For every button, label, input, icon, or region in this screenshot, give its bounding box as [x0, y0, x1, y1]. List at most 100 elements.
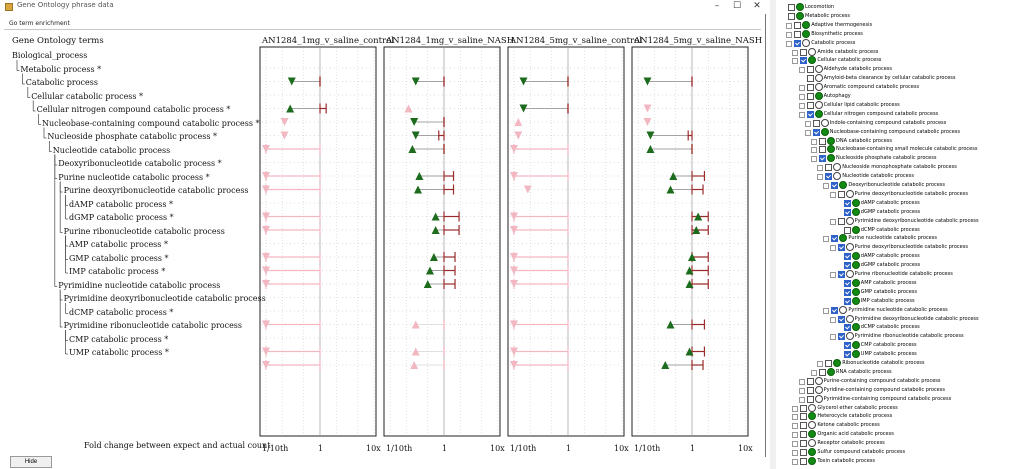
tree-checkbox[interactable] — [831, 306, 839, 314]
tree-node[interactable]: Catabolic process — [776, 38, 1017, 48]
tree-scrollbar[interactable] — [770, 0, 776, 469]
tree-checkbox[interactable] — [806, 386, 814, 394]
tree-checkbox[interactable] — [806, 75, 814, 83]
tree-node[interactable]: Pyridine-containing compound catabolic p… — [776, 385, 1017, 395]
collapse-icon[interactable] — [829, 316, 836, 323]
tree-checkbox[interactable] — [800, 431, 808, 439]
expand-icon[interactable] — [792, 432, 799, 439]
expand-icon[interactable] — [798, 67, 805, 74]
tree-checkbox[interactable] — [806, 377, 814, 385]
expand-icon[interactable] — [786, 31, 793, 38]
expand-icon[interactable] — [792, 441, 799, 448]
collapse-icon[interactable] — [817, 174, 824, 181]
tree-node[interactable]: Nucleobase-containing compound catabolic… — [776, 127, 1017, 137]
tree-checkbox[interactable] — [819, 146, 826, 154]
tree-node[interactable]: Locomotion — [776, 3, 1017, 12]
tree-node[interactable]: Sulfur compound catabolic process — [776, 448, 1017, 457]
expand-icon[interactable] — [792, 458, 799, 465]
tree-node[interactable]: dCMP catabolic process — [776, 225, 1017, 235]
tree-node[interactable]: Purine deoxyribonucleotide catabolic pro… — [776, 189, 1017, 199]
tree-checkbox[interactable] — [837, 271, 845, 278]
collapse-icon[interactable] — [823, 236, 830, 243]
tree-checkbox[interactable] — [843, 342, 851, 350]
tree-checkbox[interactable] — [819, 137, 826, 145]
expand-icon[interactable] — [804, 120, 811, 127]
tree-node[interactable]: Purine nucleotide catabolic process — [776, 234, 1017, 243]
tree-checkbox[interactable] — [831, 182, 839, 189]
tree-node[interactable]: GMP catabolic process — [776, 287, 1017, 297]
tree-checkbox[interactable] — [843, 253, 851, 261]
tree-node[interactable]: Biosynthetic process — [776, 29, 1017, 39]
tree-node[interactable]: Ribonucleotide catabolic process — [776, 359, 1017, 368]
tree-checkbox[interactable] — [806, 395, 814, 403]
tree-node[interactable]: Pyrimidine-containing compound catabolic… — [776, 394, 1017, 404]
hide-button[interactable]: Hide — [10, 456, 52, 468]
tree-checkbox[interactable] — [794, 39, 802, 47]
tree-checkbox[interactable] — [800, 422, 808, 430]
tree-node[interactable]: Pyrimidine deoxyribonucleotide catabolic… — [776, 216, 1017, 226]
expand-icon[interactable] — [811, 138, 817, 145]
tree-checkbox[interactable] — [794, 30, 802, 38]
tree-checkbox[interactable] — [800, 404, 808, 412]
expand-icon[interactable] — [792, 49, 799, 56]
collapse-icon[interactable] — [786, 40, 793, 47]
tree-checkbox[interactable] — [825, 360, 833, 367]
expand-icon[interactable] — [798, 387, 805, 394]
tree-checkbox[interactable] — [843, 351, 851, 359]
tree-node[interactable]: Toxin catabolic process — [776, 456, 1017, 466]
tree-checkbox[interactable] — [843, 297, 851, 305]
expand-icon[interactable] — [792, 414, 799, 421]
collapse-icon[interactable] — [823, 183, 830, 189]
tree-checkbox[interactable] — [825, 164, 833, 172]
expand-icon[interactable] — [798, 378, 805, 385]
tree-node[interactable]: dGMP catabolic process — [776, 207, 1017, 217]
collapse-icon[interactable] — [823, 307, 830, 314]
collapse-icon[interactable] — [829, 272, 836, 278]
tree-node[interactable]: Glycerol ether catabolic process — [776, 403, 1017, 413]
expand-icon[interactable] — [811, 147, 817, 154]
tree-checkbox[interactable] — [843, 288, 851, 296]
tree-checkbox[interactable] — [843, 262, 851, 270]
tree-node[interactable]: Purine deoxyribonucleotide catabolic pro… — [776, 243, 1017, 252]
tree-node[interactable]: Amide catabolic process — [776, 47, 1017, 57]
collapse-icon[interactable] — [829, 334, 836, 341]
tree-node[interactable]: Indole-containing compound catabolic pro… — [776, 118, 1017, 128]
tree-checkbox[interactable] — [825, 173, 833, 181]
tree-node[interactable]: Nucleoside monophosphate catabolic proce… — [776, 163, 1017, 172]
tree-node[interactable]: IMP catabolic process — [776, 296, 1017, 306]
tree-checkbox[interactable] — [831, 235, 839, 243]
tree-checkbox[interactable] — [812, 119, 820, 127]
tab-go-term-enrichment[interactable]: Go term enrichment — [9, 20, 70, 27]
tree-node[interactable]: Pyrimidine ribonucleotide catabolic proc… — [776, 332, 1017, 341]
tree-node[interactable]: RNA catabolic process — [776, 367, 1017, 377]
tree-checkbox[interactable] — [806, 101, 814, 109]
expand-icon[interactable] — [817, 361, 824, 367]
tree-checkbox[interactable] — [800, 449, 808, 456]
tree-checkbox[interactable] — [794, 21, 802, 29]
expand-icon[interactable] — [811, 369, 817, 376]
expand-icon[interactable] — [798, 94, 805, 100]
tree-checkbox[interactable] — [837, 190, 845, 198]
tree-checkbox[interactable] — [806, 84, 814, 92]
collapse-icon[interactable] — [804, 129, 811, 136]
tree-node[interactable]: Adaptive thermogenesis — [776, 20, 1017, 30]
tree-checkbox[interactable] — [837, 315, 845, 323]
expand-icon[interactable] — [798, 85, 805, 92]
tree-checkbox[interactable] — [788, 4, 795, 11]
expand-icon[interactable] — [792, 450, 799, 456]
tree-node[interactable]: Aldehyde catabolic process — [776, 65, 1017, 74]
tree-node[interactable]: Purine ribonucleotide catabolic process — [776, 270, 1017, 279]
tree-checkbox[interactable] — [806, 93, 814, 100]
tree-checkbox[interactable] — [800, 457, 808, 465]
expand-icon[interactable] — [792, 405, 799, 412]
collapse-icon[interactable] — [829, 245, 836, 252]
tree-checkbox[interactable] — [806, 110, 814, 118]
tree-checkbox[interactable] — [812, 128, 820, 136]
tree-node[interactable]: UMP catabolic process — [776, 350, 1017, 359]
tree-node[interactable]: Cellular lipid catabolic process — [776, 100, 1017, 110]
tree-node[interactable]: dCMP catabolic process — [776, 323, 1017, 332]
tree-node[interactable]: CMP catabolic process — [776, 341, 1017, 350]
expand-icon[interactable] — [792, 423, 799, 430]
tree-checkbox[interactable] — [800, 57, 808, 65]
tree-checkbox[interactable] — [800, 48, 808, 56]
